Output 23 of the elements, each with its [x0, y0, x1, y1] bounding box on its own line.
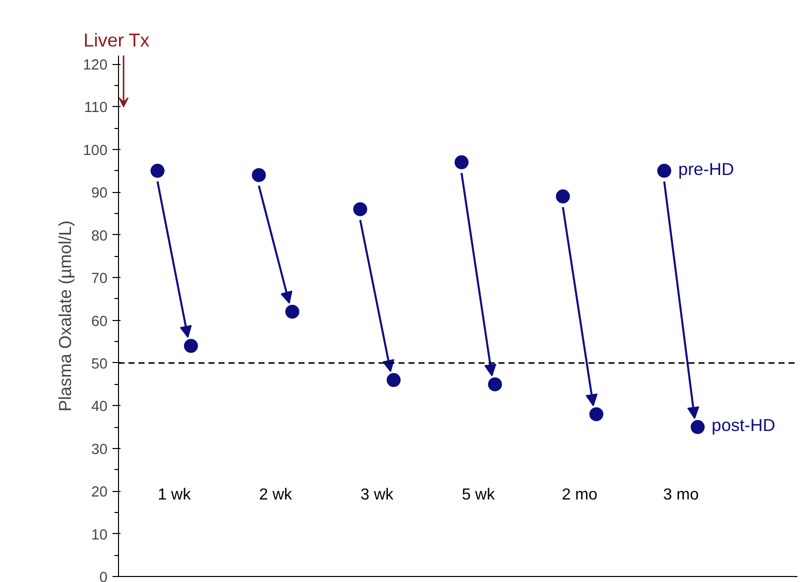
- y-tick-label: 20: [91, 484, 108, 501]
- y-tick-label: 80: [91, 228, 108, 244]
- y-tick-label: 40: [91, 399, 108, 416]
- x-tick-label: 3 mo: [663, 486, 699, 504]
- y-tick-label: 100: [83, 142, 108, 159]
- y-axis-title: Plasma Oxalate (µmol/L): [55, 220, 76, 412]
- y-tick-label: 120: [83, 58, 108, 74]
- y-tick-label: 30: [91, 442, 108, 458]
- x-tick-label: 2 mo: [562, 486, 598, 504]
- y-tick-label: 50: [91, 356, 108, 372]
- y-tick-label: 10: [91, 527, 108, 544]
- x-tick-label: 1 wk: [158, 486, 192, 504]
- text: Liver Tx: [84, 30, 150, 50]
- x-tick-label: 3 wk: [360, 486, 394, 504]
- x-tick-label: 5 wk: [462, 486, 496, 504]
- y-tick-label: 110: [84, 100, 108, 116]
- series-label: post-HD: [712, 415, 776, 436]
- y-tick-label: 90: [91, 186, 108, 202]
- y-tick-label: 60: [91, 314, 108, 330]
- series-label: pre-HD: [678, 158, 734, 179]
- y-tick-label: 0: [99, 570, 108, 582]
- x-tick-label: 2 wk: [259, 486, 294, 504]
- y-tick-label: 70: [91, 271, 108, 288]
